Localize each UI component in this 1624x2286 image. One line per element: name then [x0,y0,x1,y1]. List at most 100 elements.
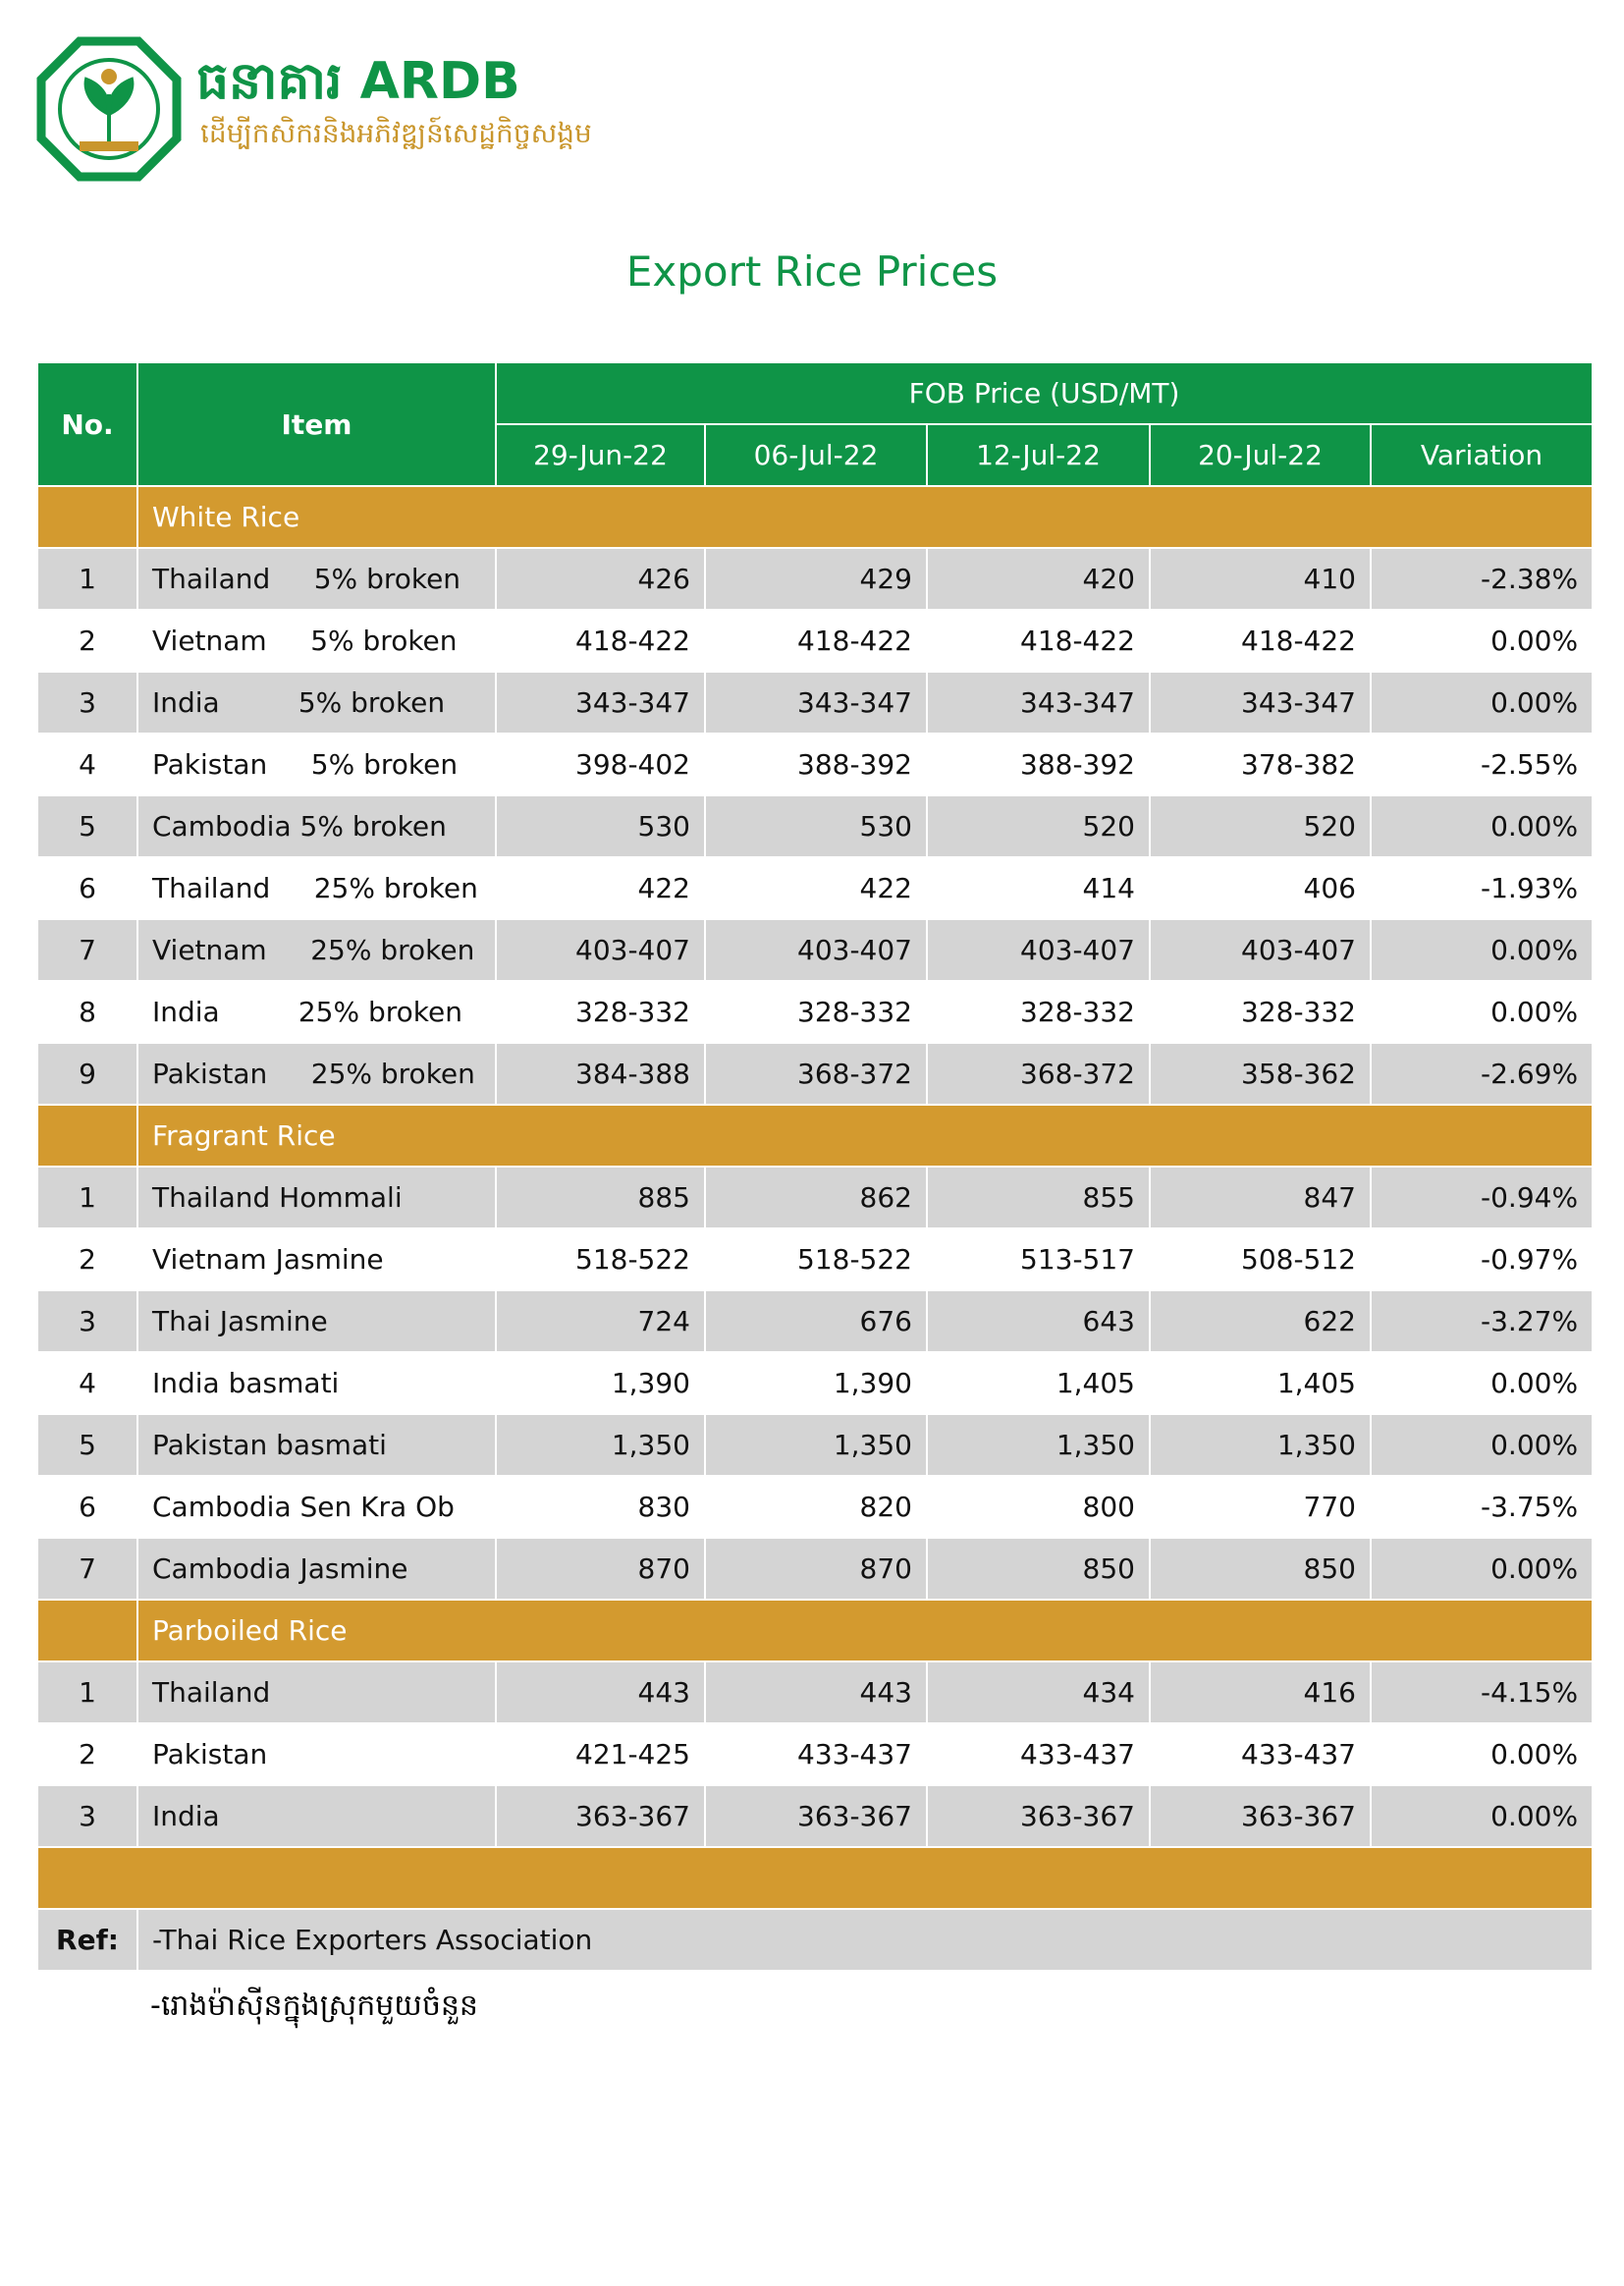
data-row: 1 Thailand Hommali 885 862 855 847 -0.94% [36,1166,1595,1229]
data-row: 6 Cambodia Sen Kra Ob 830 820 800 770 -3.75% [36,1475,1595,1539]
cell: 3 [36,671,138,735]
cell: -3.27% [1369,1289,1595,1353]
cell: 7 [36,918,138,982]
cell: 368-372 [926,1042,1151,1106]
cell: 343-347 [704,671,928,735]
price-table: No. Item FOB Price (USD/MT) 29-Jun-22 06-Jul… [35,361,1595,1972]
cell: India 25% broken [136,980,497,1044]
cell: 406 [1149,856,1372,920]
cell: 518-522 [495,1227,706,1291]
cell: 1 [36,547,138,611]
cell: 328-332 [1149,980,1372,1044]
cell: -0.97% [1369,1227,1595,1291]
cell: 0.00% [1369,980,1595,1044]
cell: 0.00% [1369,671,1595,735]
cell: 513-517 [926,1227,1151,1291]
header-row: 29-Jun-22 06-Jul-22 12-Jul-22 20-Jul-22 Vari… [37,423,1595,487]
cell: 508-512 [1149,1227,1372,1291]
cell: 426 [495,547,706,611]
cell: 1,405 [926,1351,1151,1415]
col-date: 12-Jul-22 [926,423,1151,487]
cell: 5 [36,1413,138,1477]
brand-khmer: ធនាគារ [196,52,343,111]
section-title: White Rice [135,485,1595,549]
data-row: 4 India basmati 1,390 1,390 1,405 1,405 0.00% [36,1351,1595,1415]
cell: 622 [1149,1289,1372,1353]
cell: Vietnam 5% broken [136,609,497,673]
title: Export Rice Prices [625,247,999,296]
cell: 3 [36,1289,138,1353]
cell: 403-407 [704,918,928,982]
cell: 7 [36,1537,138,1601]
cell: 416 [1149,1660,1372,1724]
cell: Pakistan [136,1722,497,1786]
cell: 1,405 [1149,1351,1372,1415]
cell [35,1846,1595,1910]
brand: ធនាគារ ARDB [196,49,520,124]
col-variation: Variation [1369,423,1595,487]
cell: 422 [495,856,706,920]
tagline: ដើម្បីកសិករនិងអភិវឌ្ឍន៍សេដ្ឋកិច្ចសង្គម [200,117,592,149]
cell: 433-437 [704,1722,928,1786]
cell: 0.00% [1369,794,1595,858]
cell: 850 [1149,1537,1372,1601]
cell: 384-388 [495,1042,706,1106]
cell: 328-332 [495,980,706,1044]
data-row: 2 Vietnam 5% broken 418-422 418-422 418-422 4… [36,609,1595,673]
cell: Pakistan basmati [136,1413,497,1477]
data-row: 3 India 5% broken 343-347 343-347 343-347 343… [36,671,1595,735]
col-date: 29-Jun-22 [495,423,706,487]
cell: 403-407 [1149,918,1372,982]
cell: 885 [495,1166,706,1229]
cell: 2 [36,1227,138,1291]
cell: 343-347 [1149,671,1372,735]
cell: Cambodia Jasmine [136,1537,497,1601]
cell: 403-407 [926,918,1151,982]
cell: 343-347 [926,671,1151,735]
cell: -1.93% [1369,856,1595,920]
cell: 328-332 [704,980,928,1044]
cell: -3.75% [1369,1475,1595,1539]
cell: 1,350 [495,1413,706,1477]
cell: 421-425 [495,1722,706,1786]
cell: 358-362 [1149,1042,1372,1106]
section-title: Fragrant Rice [135,1104,1595,1168]
cell: 403-407 [495,918,706,982]
cell: 343-347 [495,671,706,735]
cell: 368-372 [704,1042,928,1106]
cell: 1,350 [1149,1413,1372,1477]
cell: 520 [926,794,1151,858]
brand-latin: ARDB [359,52,520,111]
cell: 1,390 [495,1351,706,1415]
cell: 820 [704,1475,928,1539]
data-row: 8 India 25% broken 328-332 328-332 328-332 32… [36,980,1595,1044]
data-row: 7 Vietnam 25% broken 403-407 403-407 403-407… [36,918,1595,982]
cell: Pakistan 5% broken [136,733,497,796]
data-row: 5 Pakistan basmati 1,350 1,350 1,350 1,350 0.0… [36,1413,1595,1477]
cell: 1,350 [704,1413,928,1477]
cell: 2 [36,609,138,673]
cell: 5 [36,794,138,858]
cell: 443 [704,1660,928,1724]
cell: 0.00% [1369,1413,1595,1477]
cell: 6 [36,856,138,920]
cell: 418-422 [704,609,928,673]
cell: Vietnam Jasmine [136,1227,497,1291]
cell: 1,350 [926,1413,1151,1477]
cell: 1 [36,1166,138,1229]
cell: -2.38% [1369,547,1595,611]
cell: 518-522 [704,1227,928,1291]
cell: 443 [495,1660,706,1724]
cell: 870 [495,1537,706,1601]
cell: 830 [495,1475,706,1539]
data-row: 7 Cambodia Jasmine 870 870 850 850 0.00% [36,1537,1595,1601]
cell: 378-382 [1149,733,1372,796]
ref-row: Ref: -Thai Rice Exporters Association [36,1908,1595,1972]
cell: Thailand 25% broken [136,856,497,920]
cell: Pakistan 25% broken [136,1042,497,1106]
cell: 0.00% [1369,1537,1595,1601]
cell: Thailand 5% broken [136,547,497,611]
cell: 2 [36,1722,138,1786]
cell: 388-392 [926,733,1151,796]
